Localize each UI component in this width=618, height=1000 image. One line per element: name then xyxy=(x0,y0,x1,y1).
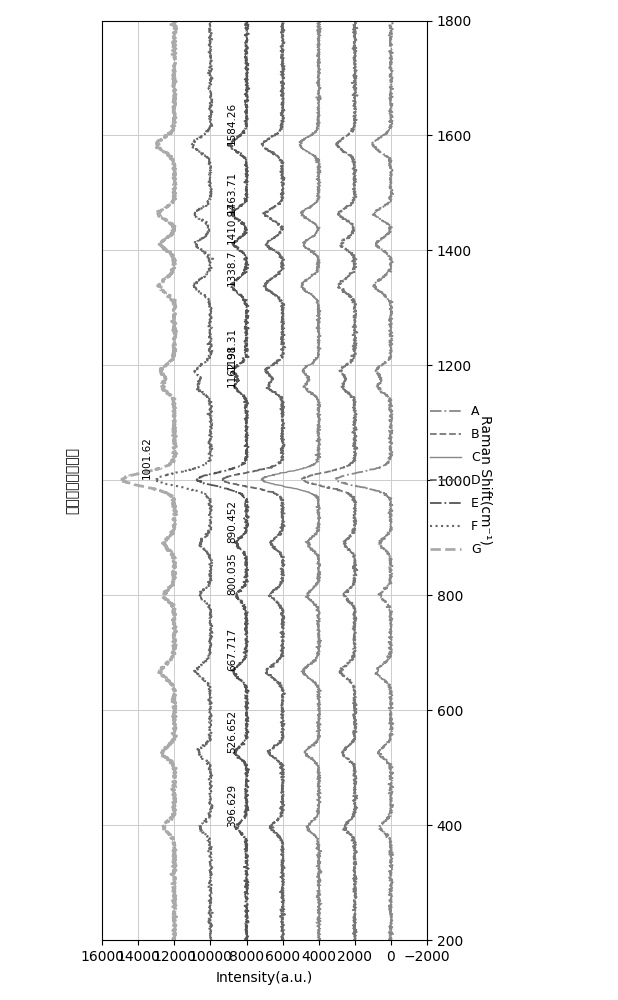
Legend: A, B, C, D, E, F, G: A, B, C, D, E, F, G xyxy=(425,400,486,561)
Text: 1191.31: 1191.31 xyxy=(227,327,237,370)
D xyxy=(279,571,286,583)
E xyxy=(243,4,250,16)
F xyxy=(205,770,213,782)
A xyxy=(386,934,393,946)
Line: C: C xyxy=(261,0,322,940)
Text: 1584.26: 1584.26 xyxy=(227,101,237,145)
C xyxy=(315,4,323,16)
C xyxy=(316,770,324,782)
B xyxy=(345,826,353,838)
B xyxy=(350,934,357,946)
G xyxy=(170,4,177,16)
Text: 396.629: 396.629 xyxy=(227,784,237,827)
C xyxy=(313,571,321,583)
G xyxy=(170,934,177,946)
G xyxy=(171,571,179,583)
G xyxy=(171,107,178,119)
A xyxy=(387,4,394,16)
E xyxy=(242,770,249,782)
A xyxy=(383,529,391,541)
Text: 1463.71: 1463.71 xyxy=(227,171,237,214)
F xyxy=(206,571,213,583)
Text: 1162.98: 1162.98 xyxy=(227,344,237,387)
D xyxy=(274,529,281,541)
G xyxy=(166,529,174,541)
C xyxy=(310,529,318,541)
Text: 1338.7: 1338.7 xyxy=(227,249,237,286)
E xyxy=(243,107,251,119)
E xyxy=(237,826,245,838)
Line: F: F xyxy=(156,0,213,940)
F xyxy=(206,4,213,16)
C xyxy=(313,934,321,946)
F xyxy=(208,934,216,946)
F xyxy=(206,107,214,119)
D xyxy=(279,107,287,119)
D xyxy=(270,826,277,838)
D xyxy=(279,770,287,782)
Text: 800.035: 800.035 xyxy=(227,553,237,595)
A xyxy=(380,826,387,838)
X-axis label: Intensity(a.u.): Intensity(a.u.) xyxy=(216,971,313,985)
B xyxy=(346,529,353,541)
Text: 890.452: 890.452 xyxy=(227,500,237,543)
A xyxy=(388,107,396,119)
Line: A: A xyxy=(336,0,394,940)
G xyxy=(163,826,171,838)
E xyxy=(243,571,250,583)
D xyxy=(277,4,285,16)
B xyxy=(351,107,358,119)
E xyxy=(239,529,246,541)
C xyxy=(313,107,321,119)
B xyxy=(350,4,358,16)
Line: G: G xyxy=(122,0,177,940)
E xyxy=(242,934,250,946)
Line: D: D xyxy=(222,0,286,940)
Text: 526.652: 526.652 xyxy=(227,709,237,753)
B xyxy=(352,770,360,782)
G xyxy=(172,770,180,782)
A xyxy=(387,571,394,583)
B xyxy=(351,571,358,583)
F xyxy=(204,529,211,541)
Text: 1001.62: 1001.62 xyxy=(142,437,152,479)
Text: 667.717: 667.717 xyxy=(227,628,237,671)
Line: E: E xyxy=(197,0,250,940)
Text: 1410.97: 1410.97 xyxy=(227,201,237,244)
A xyxy=(387,770,395,782)
C xyxy=(307,826,315,838)
Text: 平均拉曼光谱对比: 平均拉曼光谱对比 xyxy=(66,447,80,514)
D xyxy=(279,934,286,946)
F xyxy=(199,826,206,838)
Y-axis label: Raman Shift(cm⁻¹): Raman Shift(cm⁻¹) xyxy=(479,415,493,545)
Line: B: B xyxy=(302,0,358,940)
